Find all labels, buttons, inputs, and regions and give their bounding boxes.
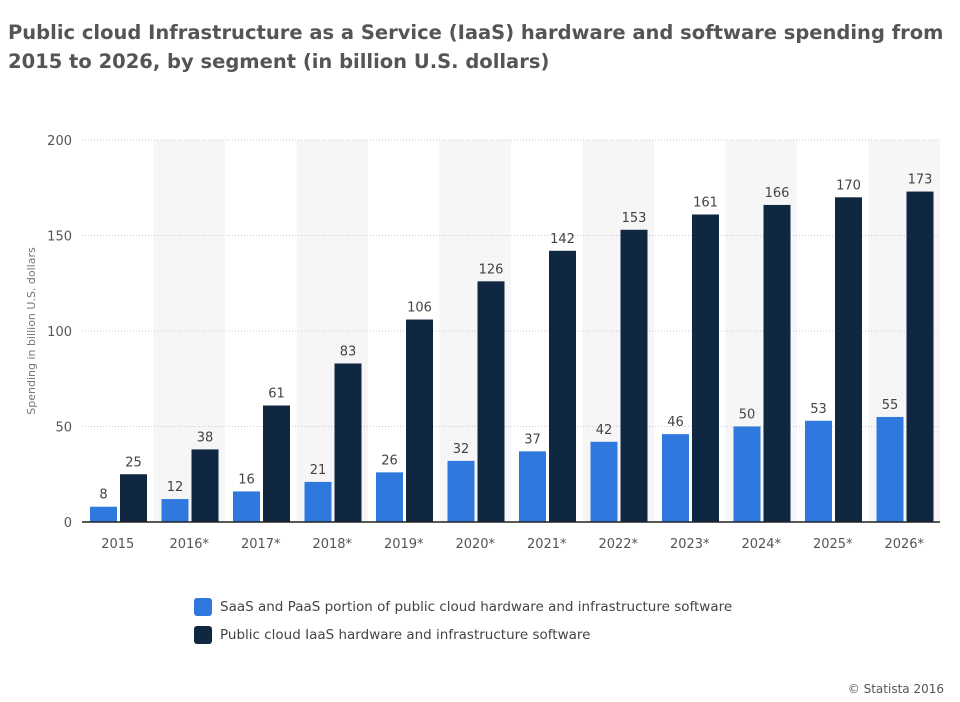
bar bbox=[549, 250, 576, 522]
bar bbox=[835, 197, 862, 523]
legend-label: Public cloud IaaS hardware and infrastru… bbox=[220, 627, 591, 643]
bar bbox=[906, 191, 934, 522]
y-axis-label: Spending in billion U.S. dollars bbox=[25, 247, 38, 415]
bar bbox=[519, 451, 546, 522]
x-tick-label: 2017* bbox=[241, 537, 281, 552]
y-tick-label: 50 bbox=[55, 421, 72, 436]
x-tick-label: 2024* bbox=[741, 537, 781, 552]
bar bbox=[263, 405, 290, 522]
credit-text: © Statista 2016 bbox=[847, 682, 944, 696]
data-label: 25 bbox=[125, 455, 142, 470]
data-label: 16 bbox=[238, 472, 255, 487]
bar bbox=[376, 472, 403, 522]
data-label: 8 bbox=[99, 488, 107, 503]
bar bbox=[161, 499, 189, 522]
x-tick-label: 2021* bbox=[527, 537, 567, 552]
y-tick-label: 150 bbox=[47, 230, 72, 245]
data-label: 126 bbox=[479, 262, 504, 277]
x-tick-label: 2018* bbox=[312, 537, 352, 552]
data-label: 53 bbox=[810, 402, 827, 417]
data-label: 173 bbox=[908, 173, 933, 188]
bar bbox=[406, 319, 433, 522]
data-label: 55 bbox=[882, 398, 899, 413]
data-label: 61 bbox=[268, 386, 285, 401]
bar bbox=[662, 434, 689, 522]
bar bbox=[692, 214, 719, 523]
bar bbox=[233, 491, 260, 522]
legend-item-saas-paas: SaaS and PaaS portion of public cloud ha… bbox=[194, 598, 732, 616]
data-label: 106 bbox=[407, 301, 432, 316]
legend-label: SaaS and PaaS portion of public cloud ha… bbox=[220, 599, 733, 615]
x-tick-label: 2026* bbox=[884, 537, 924, 552]
data-label: 12 bbox=[167, 480, 184, 495]
x-tick-label: 2019* bbox=[384, 537, 424, 552]
x-tick-label: 2015 bbox=[101, 537, 134, 552]
y-tick-label: 200 bbox=[47, 134, 72, 149]
legend-item-iaas: Public cloud IaaS hardware and infrastru… bbox=[194, 626, 590, 644]
bar bbox=[334, 363, 362, 522]
x-tick-label: 2022* bbox=[598, 537, 638, 552]
data-label: 21 bbox=[310, 463, 327, 478]
bar bbox=[447, 460, 475, 522]
legend-swatch bbox=[194, 626, 212, 644]
bar bbox=[733, 426, 761, 522]
x-tick-label: 2025* bbox=[813, 537, 853, 552]
chart-title: Public cloud Infrastructure as a Service… bbox=[8, 21, 944, 73]
data-label: 83 bbox=[340, 344, 357, 359]
data-label: 32 bbox=[453, 442, 470, 457]
data-label: 153 bbox=[622, 211, 647, 226]
bar bbox=[620, 229, 648, 522]
data-label: 166 bbox=[765, 186, 790, 201]
bar bbox=[90, 506, 117, 522]
data-label: 38 bbox=[197, 430, 214, 445]
legend-swatch bbox=[194, 598, 212, 616]
y-tick-label: 0 bbox=[64, 516, 72, 531]
data-label: 37 bbox=[524, 432, 541, 447]
data-label: 142 bbox=[550, 232, 575, 247]
bar bbox=[304, 481, 332, 522]
data-label: 170 bbox=[836, 178, 861, 193]
bar bbox=[120, 474, 147, 522]
x-tick-label: 2020* bbox=[455, 537, 495, 552]
y-tick-label: 100 bbox=[47, 325, 72, 340]
bar bbox=[191, 449, 219, 522]
data-label: 42 bbox=[596, 423, 613, 438]
bar bbox=[590, 441, 618, 522]
x-tick-label: 2023* bbox=[670, 537, 710, 552]
data-label: 161 bbox=[693, 195, 718, 210]
data-label: 46 bbox=[667, 415, 684, 430]
x-tick-label: 2016* bbox=[169, 537, 209, 552]
bar bbox=[477, 281, 505, 522]
bar bbox=[876, 416, 904, 522]
bar bbox=[805, 420, 832, 522]
data-label: 26 bbox=[381, 453, 398, 468]
data-label: 50 bbox=[739, 408, 756, 423]
bar bbox=[763, 204, 791, 522]
